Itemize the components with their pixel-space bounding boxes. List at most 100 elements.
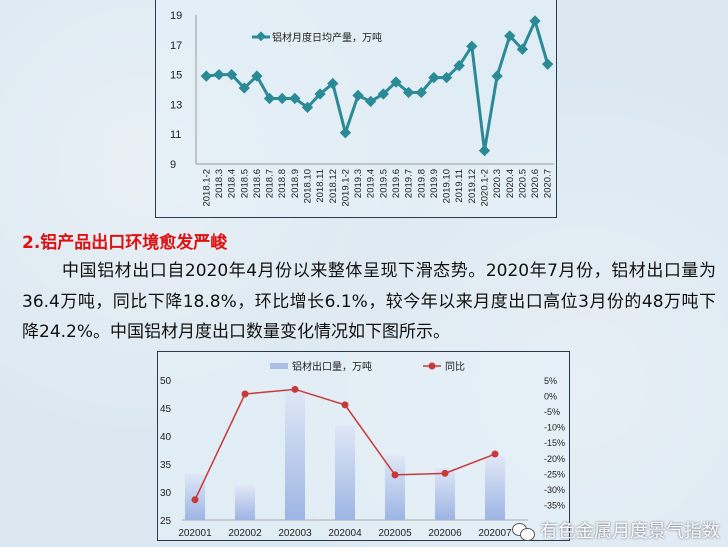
data-point xyxy=(542,58,554,70)
x-tick-label: 2020.1-2 xyxy=(479,169,490,207)
y-tick-label: 11 xyxy=(170,129,181,141)
x-tick-label: 2018.9 xyxy=(290,169,301,198)
data-point xyxy=(390,76,402,88)
y2-tick-label: -30% xyxy=(544,485,565,495)
y2-tick-label: -25% xyxy=(544,469,565,479)
data-point xyxy=(251,70,263,82)
y-tick-label: 45 xyxy=(160,404,172,415)
bar xyxy=(385,455,405,520)
x-tick-label: 2018.3 xyxy=(214,169,225,198)
watermark: 有色金属月度景气指数 xyxy=(512,521,720,543)
x-tick-label: 2019.8 xyxy=(416,169,427,198)
x-tick-label: 2019.5 xyxy=(378,169,389,198)
data-point xyxy=(301,101,314,114)
yoy-point xyxy=(491,450,499,458)
data-point xyxy=(276,92,288,105)
yoy-point xyxy=(191,496,199,504)
x-tick-label: 2019.3 xyxy=(353,169,364,198)
x-tick-label: 2020.4 xyxy=(505,169,516,198)
data-point xyxy=(289,92,301,105)
x-tick-label: 2018.1-2 xyxy=(201,169,212,207)
x-tick-label: 2019.11 xyxy=(454,169,465,203)
y-tick-label: 15 xyxy=(170,70,182,82)
wechat-icon xyxy=(512,523,536,541)
export-combo-chart: 25 30 35 40 45 50 -35% -30% -25% -20% -15% -10% -5% 0… xyxy=(157,351,570,541)
y2-tick-label: -5% xyxy=(544,407,560,417)
legend-marker xyxy=(256,31,266,42)
legend-label-bar: 铝材出口量，万吨 xyxy=(292,360,372,373)
x-tick-label: 202005 xyxy=(378,528,412,539)
x-tick-label: 2018.8 xyxy=(277,169,288,198)
x-tick-label: 2018.11 xyxy=(315,169,326,203)
data-point xyxy=(453,60,465,72)
x-tick-label: 2020.6 xyxy=(530,169,541,198)
x-tick-label: 202006 xyxy=(428,528,462,539)
data-point xyxy=(504,30,516,42)
data-point xyxy=(516,43,529,55)
x-tick-label: 2020.5 xyxy=(517,169,528,198)
y-tick-label: 19 xyxy=(170,10,182,22)
y2-tick-label: -20% xyxy=(544,454,565,464)
production-line-chart: 9 11 13 15 17 19 2018.1-2 2018.3 2018.4 2018.5 201… xyxy=(155,0,557,218)
x-tick-label: 2018.7 xyxy=(265,169,276,198)
x-tick-label: 2019.9 xyxy=(429,169,440,198)
bar xyxy=(435,467,455,520)
legend-swatch-bar xyxy=(270,363,288,369)
x-tick-label: 2018.6 xyxy=(252,169,263,198)
x-tick-label: 2019.4 xyxy=(366,169,377,198)
data-point xyxy=(225,68,238,81)
bar xyxy=(235,485,255,520)
legend-label: 铝材月度日均产量，万吨 xyxy=(272,31,382,44)
watermark-text: 有色金属月度景气指数 xyxy=(540,521,720,542)
series-line xyxy=(206,16,550,151)
y-tick-label: 30 xyxy=(160,488,172,499)
data-point xyxy=(213,68,225,81)
x-tick-label: 2018.10 xyxy=(302,169,313,203)
bar xyxy=(285,391,305,520)
y2-tick-label: -15% xyxy=(544,438,565,448)
x-tick-label: 2018.12 xyxy=(328,169,339,203)
y-tick-label: 13 xyxy=(170,99,182,111)
yoy-point xyxy=(341,401,349,409)
yoy-point xyxy=(241,390,249,398)
data-point xyxy=(352,89,364,102)
y2-tick-label: -35% xyxy=(544,500,565,510)
x-tick-label: 2019.12 xyxy=(467,169,478,203)
x-tick-label: 2019.6 xyxy=(391,169,402,198)
data-point xyxy=(529,15,541,27)
data-point xyxy=(200,70,212,82)
yoy-point xyxy=(391,471,399,479)
x-tick-label: 202007 xyxy=(478,528,512,539)
x-tick-label: 202001 xyxy=(178,528,212,539)
y-tick-label: 40 xyxy=(160,432,172,443)
data-point xyxy=(365,95,377,108)
bar xyxy=(335,425,355,520)
x-tick-label: 2019.10 xyxy=(442,169,453,203)
x-tick-label: 2019.7 xyxy=(404,169,415,198)
y-tick-label: 9 xyxy=(170,159,176,171)
bar xyxy=(485,456,505,520)
data-point xyxy=(466,40,478,52)
x-tick-label: 2020.3 xyxy=(492,169,503,198)
export-chart-svg: 25 30 35 40 45 50 -35% -30% -25% -20% -15% -10% -5% 0… xyxy=(160,360,565,539)
x-tick-label: 202002 xyxy=(228,528,262,539)
y-tick-label: 50 xyxy=(160,376,172,387)
y-tick-label: 17 xyxy=(170,40,182,52)
yoy-point xyxy=(291,385,299,393)
data-point xyxy=(377,88,389,100)
yoy-point xyxy=(441,469,449,477)
section-heading: 2.铝产品出口环境愈发严峻 xyxy=(22,233,228,253)
data-point xyxy=(339,127,352,139)
y2-tick-label: 5% xyxy=(544,376,557,386)
x-tick-label: 202004 xyxy=(328,528,362,539)
legend-marker-line xyxy=(428,362,436,370)
x-tick-label: 202003 xyxy=(278,528,312,539)
x-tick-label: 2018.4 xyxy=(227,169,238,198)
x-tick-label: 2020.7 xyxy=(543,169,554,198)
y2-tick-label: 0% xyxy=(544,392,557,402)
body-paragraph: 中国铝材出口自2020年4月份以来整体呈现下滑态势。2020年7月份，铝材出口量… xyxy=(22,261,716,342)
y-tick-label: 25 xyxy=(160,516,172,527)
data-point xyxy=(491,70,503,82)
data-point xyxy=(478,144,491,157)
